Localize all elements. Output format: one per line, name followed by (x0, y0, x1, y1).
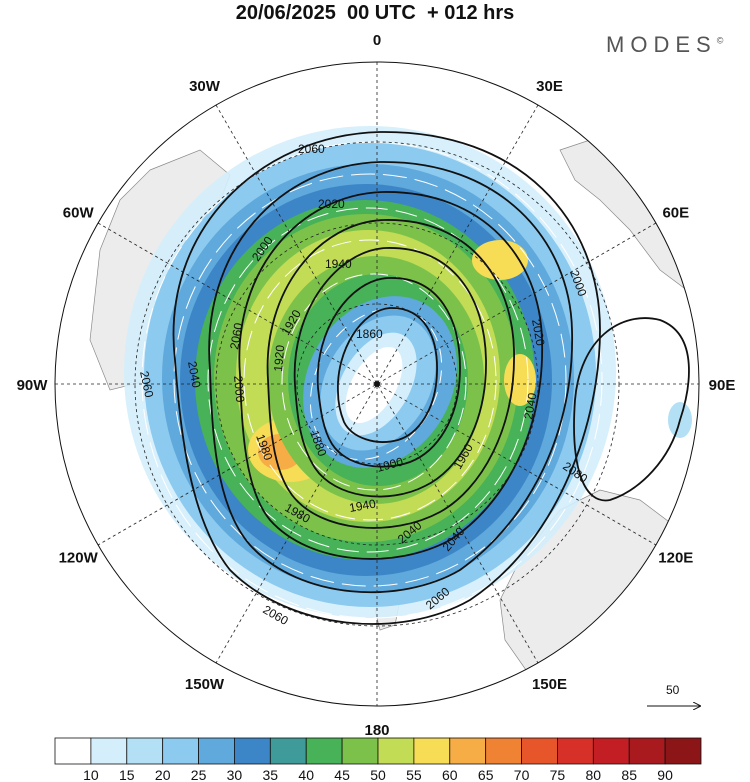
colorbar-swatch (557, 737, 594, 765)
map-title: 20/06/2025 00 UTC + 012 hrs (235, 2, 515, 24)
colorbar-tick-label: 45 (334, 767, 350, 782)
longitude-label: 60E (662, 205, 689, 222)
longitude-label: 90W (17, 377, 49, 394)
reference-vector-label: 50 (666, 683, 680, 697)
map-boundary (54, 61, 700, 707)
colorbar-tick-label: 85 (621, 767, 637, 782)
colorbar-tick-label: 10 (83, 767, 99, 782)
colorbar-swatch (485, 737, 522, 765)
colorbar-swatch (126, 737, 164, 765)
longitude-label: 120W (59, 550, 99, 567)
colorbar-tick-label: 30 (227, 767, 243, 782)
reference-vector: 50 (647, 683, 700, 706)
brand-name: MODES (606, 32, 717, 57)
contour-label: 2060 (137, 370, 156, 399)
colorbar-swatch (234, 737, 271, 765)
colorbar-tick-label: 60 (442, 767, 458, 782)
colorbar-tick-label: 15 (119, 767, 135, 782)
colorbar-swatch (341, 737, 379, 765)
longitude-label: 0 (373, 32, 381, 49)
height-contours (172, 131, 690, 625)
contour-label: 1940 (325, 257, 352, 271)
colorbar-swatch (90, 737, 128, 765)
longitude-label: 180 (364, 722, 389, 739)
longitude-label: 30W (189, 78, 221, 95)
longitude-label: 150W (185, 676, 225, 693)
longitude-label: 30E (536, 78, 563, 95)
colorbar-swatch (592, 737, 630, 765)
colorbar-tick-label: 55 (406, 767, 422, 782)
colorbar-swatch (269, 737, 307, 765)
colorbar-tick-label: 65 (478, 767, 494, 782)
contour-label: 1920 (271, 344, 287, 372)
colorbar-tick-label: 80 (586, 767, 602, 782)
longitude-label-group: 0 30E 60E 90E 120E 150E 180 150W 120W 90W 60W 30W (17, 32, 736, 739)
longitude-label: 150E (532, 676, 567, 693)
brand-logo: MODES© (606, 32, 723, 58)
colorbar-swatch (305, 737, 343, 765)
colorbar-tick-label: 20 (155, 767, 171, 782)
colorbar-swatch (413, 737, 451, 765)
colorbar-swatch (198, 737, 235, 765)
colorbar-tick-label: 50 (370, 767, 386, 782)
longitude-label: 60W (63, 205, 95, 222)
contour-label: 1900 (375, 454, 405, 475)
colorbar-tick-label: 25 (191, 767, 207, 782)
wind-vectors (141, 141, 603, 619)
contour-label: 2040 (185, 360, 203, 389)
longitude-label: 120E (658, 550, 693, 567)
colorbar-swatch (449, 737, 487, 765)
pole-marker (374, 381, 380, 387)
colorbar-tick-label: 40 (298, 767, 314, 782)
colorbar: 10 15 20 25 30 35 40 45 50 55 60 65 70 75 80 85 90 (54, 737, 702, 782)
colorbar-swatch (628, 737, 666, 765)
graticule (55, 62, 699, 706)
contour-label: 2060 (227, 321, 245, 350)
brand-mark: © (716, 35, 724, 46)
colorbar-tick-label: 35 (263, 767, 279, 782)
longitude-label: 90E (709, 377, 736, 394)
colorbar-tick-label: 75 (550, 767, 566, 782)
contour-label: 2020 (529, 318, 547, 347)
colorbar-swatch (162, 737, 199, 765)
colorbar-tick-label: 90 (657, 767, 673, 782)
contour-label: 1940 (348, 496, 377, 514)
contour-label: 2000 (231, 375, 247, 403)
contour-label: 1860 (356, 327, 383, 341)
contour-label: 2020 (318, 197, 345, 211)
colorbar-swatch (377, 737, 415, 765)
colorbar-swatch (54, 737, 92, 765)
contour-label: 2060 (298, 142, 325, 156)
contour-label: 2040 (521, 391, 539, 420)
colorbar-tick-label: 70 (514, 767, 530, 782)
colorbar-swatch (521, 737, 558, 765)
colorbar-swatch (664, 737, 702, 765)
